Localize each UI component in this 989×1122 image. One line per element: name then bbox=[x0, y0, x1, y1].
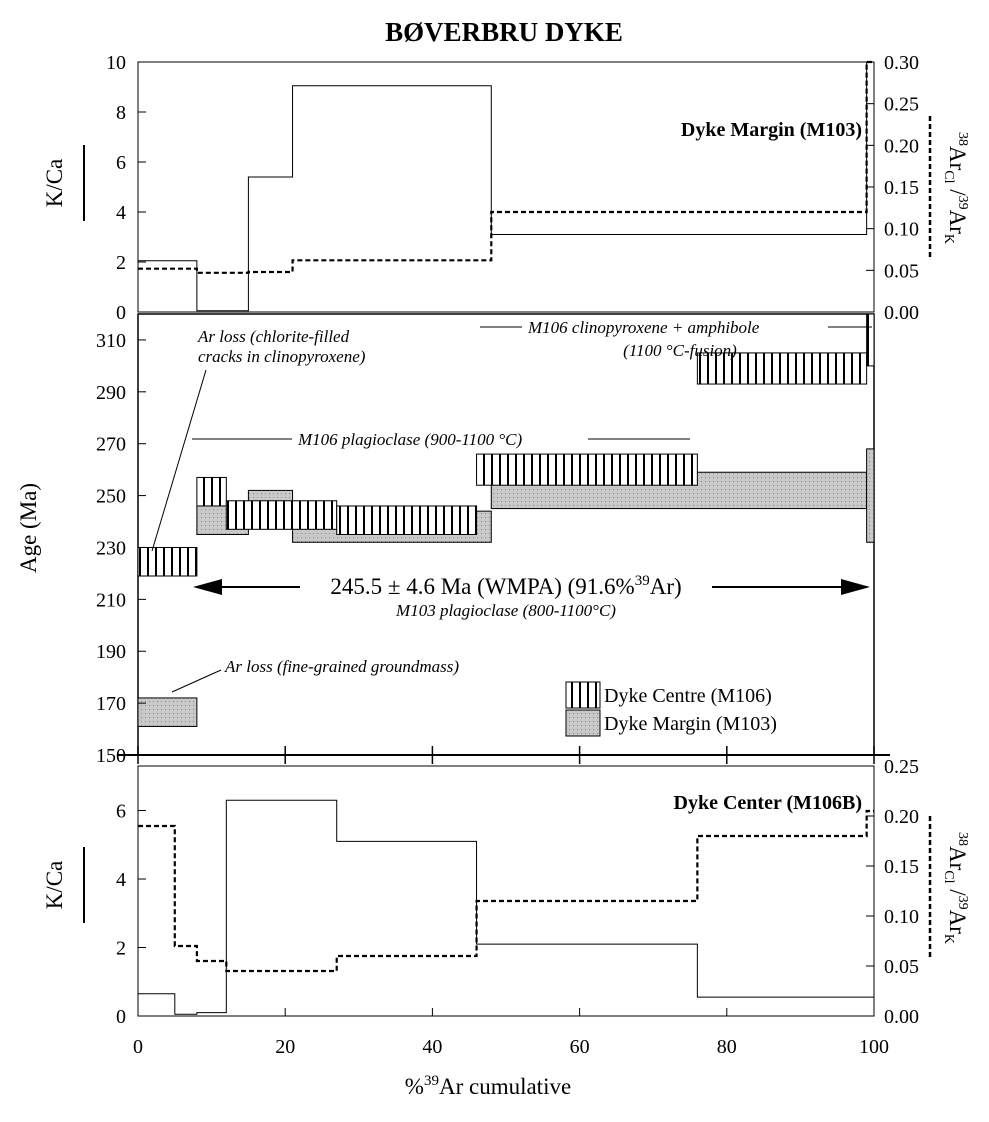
margin-step bbox=[137, 697, 198, 727]
plateau-arrowhead-right bbox=[841, 579, 870, 595]
annotation-ar-loss-chlorite-line1: Ar loss (chlorite-filled bbox=[197, 327, 350, 346]
annotation-ar-loss-chlorite-line2: cracks in clinopyroxene) bbox=[198, 347, 366, 366]
annotation-cpx-line1: M106 clinopyroxene + amphibole bbox=[527, 318, 760, 337]
top-right-axis-label: 38ArCl /39ArK bbox=[928, 116, 970, 260]
plateau-arrowhead-left bbox=[193, 579, 222, 595]
annotation-ar-loss-chlorite-leader bbox=[151, 369, 207, 552]
centre-step bbox=[866, 313, 875, 367]
age-tick-label: 170 bbox=[96, 693, 126, 715]
x-axis-tick-label: 60 bbox=[570, 1036, 590, 1058]
margin-step bbox=[866, 448, 875, 543]
bottom-series bbox=[138, 799, 874, 1015]
top-series bbox=[138, 60, 874, 312]
centre-step bbox=[476, 453, 698, 486]
age-tick-label: 190 bbox=[96, 641, 126, 663]
age-tick-label: 290 bbox=[96, 382, 126, 404]
bottom-series-left-solid bbox=[138, 799, 874, 1015]
bottom-left-ticks: 0 2 4 6 bbox=[116, 801, 146, 1028]
age-tick-label: 230 bbox=[96, 537, 126, 559]
top-right-ticks: 0.00 0.05 0.10 0.15 0.20 0.25 0.30 bbox=[866, 52, 919, 324]
top-left-axis-label: K/Ca bbox=[42, 145, 85, 221]
figure-title: BØVERBRU DYKE bbox=[385, 17, 623, 47]
annotation-cpx-line2: (1100 °C-fusion) bbox=[623, 341, 737, 360]
age-tick-label: 210 bbox=[96, 589, 126, 611]
middle-y-ticks: 150 170 190 210 230 250 270 290 310 bbox=[96, 330, 146, 767]
legend-label-centre: Dyke Centre (M106) bbox=[604, 685, 772, 707]
annotation-ar-loss-groundmass-leader bbox=[171, 669, 222, 693]
plateau-arrow bbox=[193, 579, 870, 595]
panel-bottom-frame bbox=[137, 765, 875, 1017]
top-right-tick-label: 0.10 bbox=[884, 219, 919, 241]
centre-step bbox=[225, 500, 338, 530]
bottom-left-tick-label: 4 bbox=[116, 869, 126, 891]
annotation-ar-loss-groundmass: Ar loss (fine-grained groundmass) bbox=[224, 657, 459, 676]
top-left-tick-label: 6 bbox=[116, 152, 126, 174]
legend-swatch-margin bbox=[565, 709, 601, 737]
top-right-tick-label: 0.25 bbox=[884, 94, 919, 116]
age-tick-label: 270 bbox=[96, 434, 126, 456]
plateau-subtitle: M103 plagioclase (800-1100°C) bbox=[395, 601, 616, 620]
bottom-left-axis-text: K/Ca bbox=[42, 861, 67, 910]
x-axis-label: %39Ar cumulative bbox=[405, 1073, 571, 1099]
x-axis-ticks: 0 20 40 60 80 100 bbox=[118, 746, 890, 1058]
bottom-left-tick-label: 2 bbox=[116, 938, 126, 960]
centre-step bbox=[196, 476, 227, 507]
bottom-right-tick-label: 0.25 bbox=[884, 756, 919, 778]
bottom-series-right-dashed bbox=[138, 809, 874, 973]
top-left-tick-label: 8 bbox=[116, 102, 126, 124]
centre-step bbox=[696, 352, 868, 385]
top-left-axis-text: K/Ca bbox=[42, 159, 67, 208]
top-left-tick-label: 0 bbox=[116, 302, 126, 324]
age-tick-label: 150 bbox=[96, 745, 126, 767]
top-right-tick-label: 0.00 bbox=[884, 302, 919, 324]
bottom-panel-label: Dyke Center (M106B) bbox=[674, 792, 862, 814]
bottom-right-tick-label: 0.20 bbox=[884, 806, 919, 828]
top-right-tick-label: 0.30 bbox=[884, 52, 919, 74]
bottom-left-tick-label: 6 bbox=[116, 801, 126, 823]
legend-label-margin: Dyke Margin (M103) bbox=[604, 713, 777, 735]
bottom-right-tick-label: 0.00 bbox=[884, 1006, 919, 1028]
panel-top: 0 2 4 6 8 10 0.00 0.05 0.10 0.15 0.20 0.25 0.30 Dyk… bbox=[42, 52, 970, 324]
bottom-right-axis-text: 38ArCl /39ArK bbox=[941, 832, 970, 944]
centre-step bbox=[137, 546, 198, 577]
middle-y-axis-label: Age (Ma) bbox=[16, 483, 41, 573]
bottom-right-axis-label: 38ArCl /39ArK bbox=[928, 816, 970, 960]
annotation-plag-text: M106 plagioclase (900-1100 °C) bbox=[297, 430, 522, 449]
legend-swatch-centre bbox=[565, 681, 601, 709]
top-left-ticks: 0 2 4 6 8 10 bbox=[106, 52, 146, 324]
bottom-right-tick-label: 0.10 bbox=[884, 906, 919, 928]
bottom-right-tick-label: 0.15 bbox=[884, 856, 919, 878]
top-right-tick-label: 0.15 bbox=[884, 177, 919, 199]
bottom-left-axis-label: K/Ca bbox=[42, 847, 85, 923]
top-right-tick-label: 0.05 bbox=[884, 260, 919, 282]
middle-bands bbox=[137, 313, 875, 727]
top-series-left-solid bbox=[138, 61, 874, 312]
x-axis-tick-label: 80 bbox=[717, 1036, 737, 1058]
top-panel-label: Dyke Margin (M103) bbox=[681, 119, 862, 141]
top-left-tick-label: 4 bbox=[116, 202, 126, 224]
bottom-right-ticks: 0.00 0.05 0.10 0.15 0.20 0.25 bbox=[866, 756, 919, 1028]
age-tick-label: 310 bbox=[96, 330, 126, 352]
top-right-tick-label: 0.20 bbox=[884, 135, 919, 157]
x-axis-tick-label: 20 bbox=[275, 1036, 295, 1058]
bottom-right-tick-label: 0.05 bbox=[884, 956, 919, 978]
centre-step bbox=[336, 505, 478, 535]
x-axis-tick-label: 100 bbox=[859, 1036, 889, 1058]
top-left-tick-label: 2 bbox=[116, 252, 126, 274]
x-axis-tick-label: 0 bbox=[133, 1036, 143, 1058]
legend: Dyke Centre (M106) Dyke Margin (M103) bbox=[565, 681, 777, 737]
panel-bottom: 0 2 4 6 0.00 0.05 0.10 0.15 0.20 0.25 Dyke Cente… bbox=[42, 756, 970, 1028]
top-left-tick-label: 10 bbox=[106, 52, 126, 74]
x-axis-tick-label: 40 bbox=[422, 1036, 442, 1058]
top-right-axis-text: 38ArCl /39ArK bbox=[941, 132, 970, 244]
bottom-left-tick-label: 0 bbox=[116, 1006, 126, 1028]
plateau-age-text: 245.5 ± 4.6 Ma (WMPA) (91.6%39Ar) bbox=[330, 573, 681, 599]
age-tick-label: 250 bbox=[96, 486, 126, 508]
